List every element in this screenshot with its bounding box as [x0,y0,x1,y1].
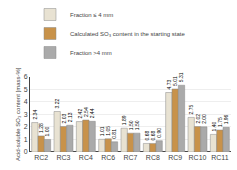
svg-text:5: 5 [24,86,28,93]
svg-text:2.34: 2.34 [32,110,38,120]
svg-text:RC9: RC9 [168,154,182,161]
svg-text:4.73: 4.73 [166,80,172,90]
svg-text:2.75: 2.75 [188,104,194,114]
svg-text:RC3: RC3 [56,154,70,161]
svg-text:2: 2 [24,123,28,130]
svg-text:0.90: 0.90 [156,128,162,138]
svg-text:1.50: 1.50 [134,120,140,130]
svg-text:RC6: RC6 [101,154,115,161]
svg-text:0.68: 0.68 [144,130,150,140]
svg-text:6: 6 [24,73,28,80]
svg-text:1: 1 [24,136,28,143]
svg-text:2.02: 2.02 [195,114,201,124]
svg-text:1.75: 1.75 [217,117,223,127]
svg-text:3.22: 3.22 [54,99,60,109]
svg-text:0.68: 0.68 [150,130,156,140]
svg-text:1.96: 1.96 [223,114,229,124]
svg-text:2.13: 2.13 [67,112,73,122]
svg-text:1.40: 1.40 [211,121,217,131]
svg-text:Fraction ≤ 4 mm: Fraction ≤ 4 mm [70,12,113,18]
svg-text:Acid-soluble SO₃ content [mass: Acid-soluble SO₃ content [mass-%] [15,67,21,161]
svg-text:2.00: 2.00 [201,114,207,124]
svg-text:1.01: 1.01 [99,126,105,136]
svg-text:3: 3 [24,111,28,118]
svg-text:0.81: 0.81 [111,129,117,139]
svg-text:RC11: RC11 [211,154,228,161]
svg-text:2.42: 2.42 [77,109,83,119]
svg-text:5.01: 5.01 [172,76,178,86]
svg-text:5.31: 5.31 [178,72,184,82]
svg-text:RC4: RC4 [79,154,93,161]
svg-text:RC7: RC7 [123,154,137,161]
svg-text:2.03: 2.03 [61,114,67,124]
svg-text:1.89: 1.89 [121,115,127,125]
svg-text:0: 0 [24,148,28,155]
svg-text:Fraction >4 mm: Fraction >4 mm [70,50,112,56]
svg-text:Calculated SO₃ content in the: Calculated SO₃ content in the starting s… [70,31,186,37]
svg-text:RC10: RC10 [189,154,207,161]
svg-text:1.28: 1.28 [38,123,44,133]
svg-text:2.44: 2.44 [89,108,95,118]
svg-text:RC8: RC8 [146,154,160,161]
svg-text:1.05: 1.05 [105,126,111,136]
svg-text:2.54: 2.54 [83,107,89,117]
svg-text:1.50: 1.50 [128,120,134,130]
svg-text:4: 4 [24,98,28,105]
svg-text:1.00: 1.00 [44,126,50,136]
svg-text:RC2: RC2 [34,154,48,161]
